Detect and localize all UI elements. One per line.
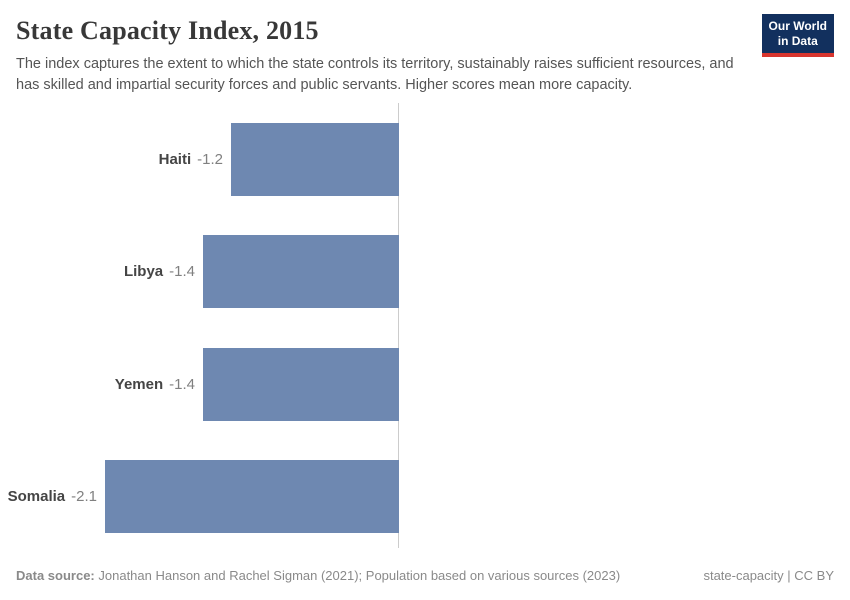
chart-title: State Capacity Index, 2015 xyxy=(16,16,319,45)
bar-row: Haiti -1.2 xyxy=(0,123,850,196)
bar-libya[interactable] xyxy=(203,235,399,309)
bar-chart: Haiti -1.2 Libya -1.4 Yemen -1.4 Somalia -2.1 xyxy=(0,100,850,560)
chart-header: State Capacity Index, 2015 The index cap… xyxy=(16,14,834,96)
zero-axis-line xyxy=(398,103,399,548)
entity-value: -1.4 xyxy=(169,375,195,393)
bar-row: Somalia -2.1 xyxy=(0,459,850,533)
owid-logo-line2: in Data xyxy=(777,34,818,48)
data-source-text: Jonathan Hanson and Rachel Sigman (2021)… xyxy=(98,568,621,583)
owid-logo-line1: Our World xyxy=(768,19,827,33)
bar-label: Somalia -2.1 xyxy=(8,460,97,533)
entity-name: Somalia xyxy=(7,487,66,505)
bar-label: Yemen -1.4 xyxy=(115,348,195,421)
bar-row: Yemen -1.4 xyxy=(0,347,850,421)
entity-name: Haiti xyxy=(158,151,192,168)
entity-value: -1.2 xyxy=(197,151,223,168)
license-note: state-capacity | CC BY xyxy=(703,568,834,583)
entity-name: Libya xyxy=(123,263,164,281)
chart-footer: Data source: Jonathan Hanson and Rachel … xyxy=(16,568,834,583)
bar-yemen[interactable] xyxy=(203,347,399,421)
entity-name: Yemen xyxy=(114,375,164,393)
bar-somalia[interactable] xyxy=(105,459,399,533)
entity-value: -1.4 xyxy=(169,263,195,281)
bar-row: Libya -1.4 xyxy=(0,235,850,309)
bar-label: Libya -1.4 xyxy=(124,235,195,308)
chart-subtitle: The index captures the extent to which t… xyxy=(16,56,734,94)
bar-haiti[interactable] xyxy=(231,123,399,196)
data-source: Data source: Jonathan Hanson and Rachel … xyxy=(16,568,620,583)
data-source-label: Data source: xyxy=(16,568,95,583)
entity-value: -2.1 xyxy=(71,487,97,505)
bar-label: Haiti -1.2 xyxy=(159,123,223,196)
owid-logo[interactable]: Our World in Data xyxy=(761,14,834,57)
